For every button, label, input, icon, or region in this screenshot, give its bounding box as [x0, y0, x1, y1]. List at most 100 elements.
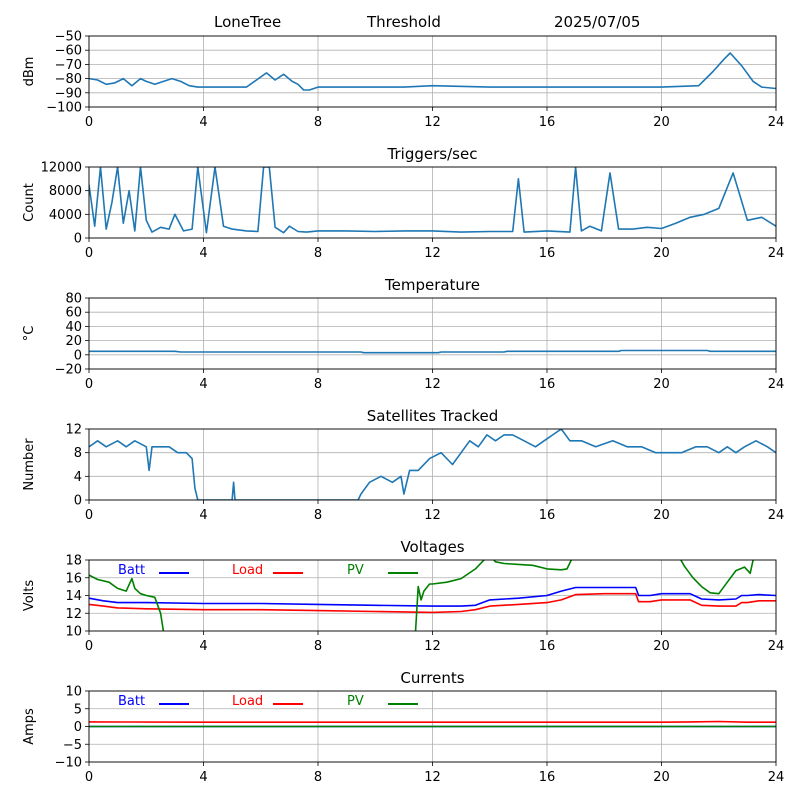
panel-title: Temperature — [384, 276, 480, 294]
x-tick-label: 0 — [85, 246, 93, 261]
y-axis-label: Amps — [22, 708, 37, 745]
x-tick-label: 20 — [653, 508, 670, 523]
x-tick-label: 24 — [768, 246, 785, 261]
x-tick-label: 4 — [199, 246, 207, 261]
panel-title: Voltages — [400, 538, 464, 556]
series-line-triggers — [89, 167, 776, 234]
x-tick-label: 16 — [539, 115, 556, 130]
y-axis-label: dBm — [22, 57, 37, 87]
x-tick-label: 16 — [539, 246, 556, 261]
y-axis-label: Volts — [22, 580, 37, 612]
x-tick-label: 12 — [424, 508, 441, 523]
x-tick-label: 12 — [424, 639, 441, 654]
y-tick-label: 8 — [74, 446, 82, 461]
x-tick-label: 0 — [85, 508, 93, 523]
header-site: LoneTree — [214, 13, 281, 31]
y-tick-label: −50 — [55, 30, 82, 45]
series-group — [89, 349, 776, 354]
x-tick-label: 8 — [314, 115, 322, 130]
y-tick-label: 10 — [65, 625, 82, 640]
x-tick-label: 16 — [539, 377, 556, 392]
y-tick-label: −60 — [55, 44, 82, 59]
x-tick-label: 24 — [768, 508, 785, 523]
y-tick-label: 20 — [65, 334, 82, 349]
x-tick-label: 0 — [85, 115, 93, 130]
y-tick-label: 4 — [74, 470, 82, 485]
header-mode: Threshold — [366, 13, 441, 31]
series-group — [89, 52, 776, 91]
y-tick-label: 4000 — [49, 208, 82, 223]
series-line-pv — [89, 560, 755, 631]
x-tick-label: 4 — [199, 639, 207, 654]
panel-currents: 0 4 8 12 16 20 24 −10 −5 0 5 10 Currents Amps Batt Load… — [22, 669, 784, 785]
y-axis-label: Number — [22, 438, 37, 491]
x-tick-label: 24 — [768, 115, 785, 130]
x-tick-label: 20 — [653, 639, 670, 654]
x-tick-label: 12 — [424, 246, 441, 261]
panel-voltages: 0 4 8 12 16 20 24 10 12 14 16 18 Voltages Volts Batt Lo… — [22, 538, 784, 654]
x-tick-label: 4 — [199, 115, 207, 130]
y-tick-label: 60 — [65, 306, 82, 321]
y-tick-label: −5 — [63, 738, 82, 753]
x-tick-label: 4 — [199, 770, 207, 785]
x-tick-label: 12 — [424, 770, 441, 785]
x-tick-label: 4 — [199, 377, 207, 392]
series-line-temperature — [89, 349, 776, 354]
y-tick-label: 0 — [74, 720, 82, 735]
series-line-satellites — [89, 429, 776, 500]
panel-satellites: 0 4 8 12 16 20 24 0 4 8 12 Satellites Tracked Number — [22, 407, 784, 523]
y-tick-label: 0 — [74, 348, 82, 363]
legend-label-pv: PV — [347, 694, 364, 709]
series-group — [89, 720, 776, 728]
y-tick-label: 14 — [65, 589, 82, 604]
y-tick-label: −20 — [55, 363, 82, 378]
x-tick-label: 8 — [314, 508, 322, 523]
y-tick-label: −90 — [55, 86, 82, 101]
series-line-batt — [89, 586, 776, 607]
legend-label-load: Load — [232, 694, 263, 709]
x-tick-label: 8 — [314, 246, 322, 261]
x-tick-label: 24 — [768, 639, 785, 654]
series-line-signal — [89, 52, 776, 91]
series-line-load — [89, 720, 776, 724]
x-tick-label: 20 — [653, 115, 670, 130]
y-tick-label: −80 — [55, 72, 82, 87]
y-tick-label: 8000 — [49, 184, 82, 199]
series-group — [89, 167, 776, 234]
legend-label-load: Load — [232, 563, 263, 578]
legend-label-batt: Batt — [118, 694, 145, 709]
x-tick-label: 20 — [653, 246, 670, 261]
x-tick-label: 0 — [85, 377, 93, 392]
x-tick-label: 16 — [539, 770, 556, 785]
y-tick-label: 12000 — [41, 161, 82, 176]
y-tick-label: 12 — [65, 423, 82, 438]
legend-label-batt: Batt — [118, 563, 145, 578]
panel-triggers: 0 4 8 12 16 20 24 0 4000 8000 12000 Triggers/sec Cou… — [22, 145, 784, 261]
y-tick-label: 18 — [65, 554, 82, 569]
y-tick-label: −10 — [55, 756, 82, 771]
y-axis-label: Count — [22, 183, 37, 222]
y-tick-label: 16 — [65, 571, 82, 586]
x-tick-label: 12 — [424, 377, 441, 392]
x-tick-label: 20 — [653, 377, 670, 392]
panel-title: Satellites Tracked — [367, 407, 498, 425]
y-tick-label: 40 — [65, 320, 82, 335]
panel-title: Triggers/sec — [387, 145, 478, 163]
x-tick-label: 24 — [768, 377, 785, 392]
y-tick-label: −100 — [46, 101, 82, 116]
panel-title: Currents — [400, 669, 464, 687]
x-tick-label: 16 — [539, 508, 556, 523]
x-tick-label: 20 — [653, 770, 670, 785]
y-axis-label: °C — [22, 326, 37, 342]
x-tick-label: 16 — [539, 639, 556, 654]
y-tick-label: 80 — [65, 292, 82, 307]
legend-label-pv: PV — [347, 563, 364, 578]
x-tick-label: 0 — [85, 770, 93, 785]
y-tick-label: 0 — [74, 232, 82, 247]
header-date: 2025/07/05 — [554, 13, 640, 31]
x-tick-label: 8 — [314, 377, 322, 392]
y-tick-label: 10 — [65, 685, 82, 700]
y-tick-label: −70 — [55, 58, 82, 73]
panel-signal: 0 4 8 12 16 20 24 −100−90−80−70−60−50 dBm — [22, 30, 784, 131]
